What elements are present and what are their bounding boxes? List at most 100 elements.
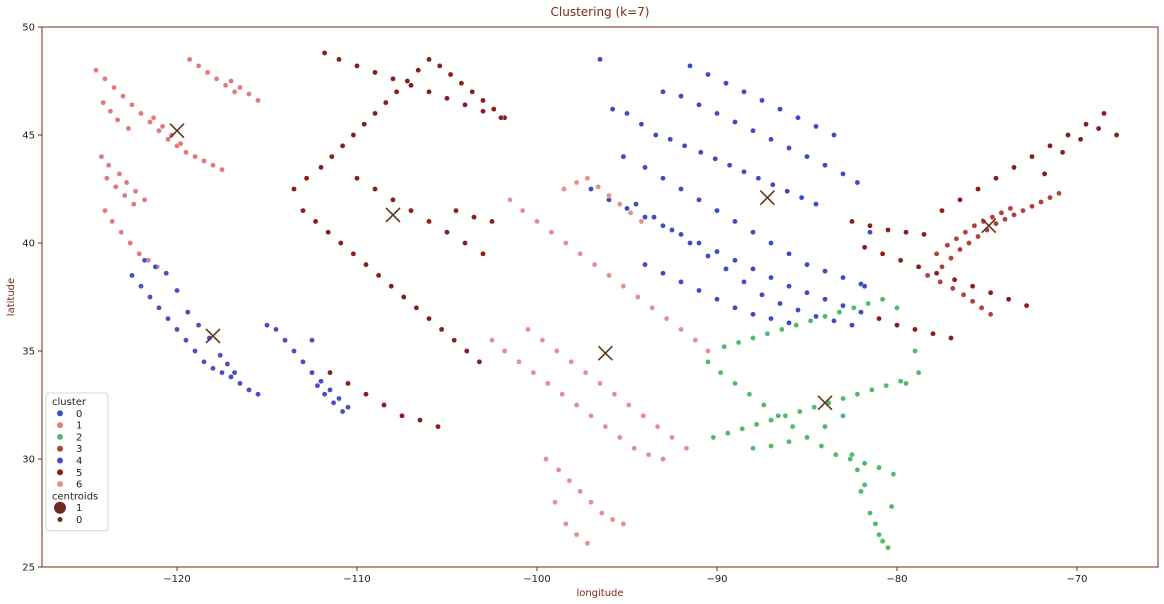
data-point (732, 119, 738, 125)
y-tick-label: 45 (22, 131, 35, 142)
data-point (939, 263, 945, 270)
data-point (746, 391, 753, 398)
data-point (480, 108, 486, 114)
data-point (696, 102, 702, 108)
data-point (237, 380, 243, 387)
data-point (714, 248, 720, 255)
data-point (273, 326, 279, 333)
data-point (555, 466, 562, 473)
data-point (237, 84, 243, 91)
data-point (138, 110, 144, 117)
data-point (1047, 142, 1053, 149)
data-point (798, 194, 805, 201)
data-point (177, 140, 184, 147)
data-point (231, 89, 238, 95)
data-point (831, 132, 837, 138)
data-point (186, 56, 193, 63)
data-point (1041, 171, 1048, 177)
data-point (638, 218, 645, 225)
data-point (195, 63, 202, 69)
data-point (620, 283, 627, 290)
data-point (462, 102, 468, 108)
data-point (327, 387, 333, 393)
data-point (204, 69, 211, 76)
data-point (705, 253, 711, 259)
data-point (669, 434, 675, 441)
data-point (325, 229, 332, 235)
plot-area (41, 26, 1159, 568)
legend-size-swatch (54, 501, 66, 514)
data-point (620, 521, 627, 527)
data-point (768, 417, 774, 423)
data-point (678, 326, 684, 333)
data-point (1029, 203, 1035, 210)
data-point (525, 326, 531, 333)
series-cluster-1 (93, 56, 261, 270)
data-point (948, 255, 954, 261)
data-point (573, 531, 580, 538)
series-cluster-6 (489, 175, 711, 547)
data-point (213, 76, 220, 82)
data-point (867, 222, 873, 229)
data-point (444, 95, 450, 102)
data-point (960, 291, 967, 298)
data-point (786, 438, 792, 445)
data-point (408, 207, 414, 214)
data-point (577, 250, 584, 257)
series-cluster-4 (129, 257, 351, 415)
data-point (507, 196, 513, 203)
data-point (660, 222, 666, 229)
data-point (350, 250, 357, 257)
data-point (599, 510, 605, 516)
data-point (633, 201, 639, 207)
data-point (595, 183, 602, 190)
data-point (147, 119, 153, 125)
series-cluster-3 (924, 190, 1062, 318)
data-point (563, 521, 569, 527)
data-point (732, 304, 738, 311)
x-tick-label: −70 (1066, 574, 1087, 585)
data-point (678, 231, 684, 238)
data-point (399, 412, 405, 419)
y-tick-label: 35 (22, 347, 35, 358)
data-point (989, 214, 996, 220)
data-point (417, 417, 423, 423)
data-point (998, 209, 1005, 216)
data-point (165, 136, 171, 143)
x-axis: −120 −110 −100 −90 −80 −70 (163, 567, 1088, 585)
data-point (1007, 205, 1014, 212)
x-tick-label: −110 (343, 574, 370, 585)
data-point (750, 445, 756, 452)
data-point (869, 387, 875, 393)
legend-entry-label: 2 (76, 432, 82, 443)
data-point (102, 207, 108, 214)
points-layer (93, 50, 1120, 551)
data-point (861, 283, 868, 290)
data-point (1059, 149, 1066, 156)
data-point (741, 168, 747, 175)
series-cluster-2 (705, 296, 922, 551)
data-point (849, 218, 855, 225)
data-point (113, 183, 119, 190)
data-point (681, 142, 688, 149)
data-point (654, 423, 661, 430)
data-point (683, 445, 690, 452)
centroids-layer (169, 123, 997, 411)
x-tick-label: −80 (886, 574, 907, 585)
data-point (957, 196, 963, 203)
data-point (867, 510, 873, 516)
data-point (876, 531, 882, 538)
data-point (93, 67, 99, 73)
data-point (339, 142, 346, 149)
data-point (933, 250, 940, 257)
data-point (105, 162, 112, 168)
data-point (543, 456, 549, 462)
data-point (924, 272, 931, 279)
data-point (217, 352, 223, 359)
data-point (768, 240, 774, 246)
data-point (516, 358, 522, 365)
data-point (876, 464, 882, 471)
data-point (122, 192, 128, 199)
data-point (768, 315, 774, 322)
